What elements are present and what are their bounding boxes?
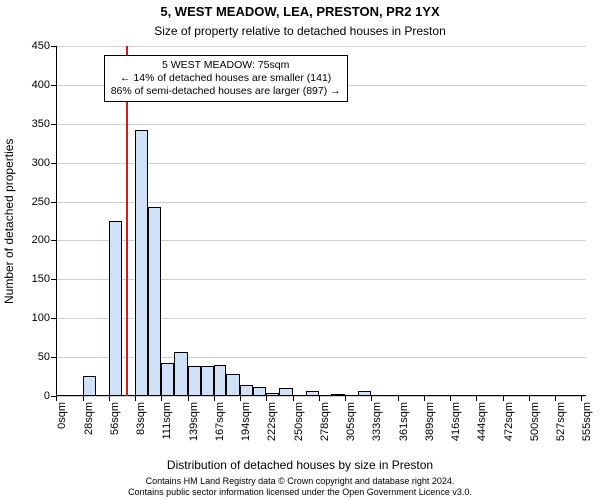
x-tick-mark — [450, 396, 451, 401]
y-tick-label: 200 — [32, 234, 56, 246]
histogram-bar — [174, 352, 187, 396]
x-tick-mark — [83, 396, 84, 401]
histogram-bar — [201, 366, 214, 396]
histogram-bar — [214, 365, 226, 396]
x-tick-label: 305sqm — [345, 402, 357, 441]
y-tick-label: 450 — [32, 40, 56, 52]
x-tick-mark — [319, 396, 320, 401]
y-tick-label: 400 — [32, 79, 56, 91]
x-tick-label: 28sqm — [83, 402, 95, 435]
x-tick-label: 444sqm — [476, 402, 488, 441]
x-tick-mark — [476, 396, 477, 401]
y-tick-label: 0 — [44, 390, 56, 402]
annotation-box: 5 WEST MEADOW: 75sqm← 14% of detached ho… — [104, 55, 348, 102]
x-tick-mark — [109, 396, 110, 401]
annotation-line: 86% of semi-detached houses are larger (… — [111, 85, 341, 98]
x-tick-mark — [398, 396, 399, 401]
plot-area: 0501001502002503003504004500sqm28sqm56sq… — [56, 46, 586, 396]
histogram-bar — [148, 207, 161, 396]
x-tick-label: 194sqm — [240, 402, 252, 441]
x-tick-mark — [371, 396, 372, 401]
x-tick-mark — [293, 396, 294, 401]
y-tick-label: 100 — [32, 312, 56, 324]
y-tick-label: 300 — [32, 157, 56, 169]
y-axis-line — [56, 46, 57, 396]
x-tick-label: 472sqm — [503, 402, 515, 441]
x-tick-mark — [555, 396, 556, 401]
x-tick-label: 0sqm — [56, 402, 68, 429]
annotation-line: ← 14% of detached houses are smaller (14… — [111, 72, 341, 85]
y-tick-label: 50 — [38, 351, 56, 363]
chart-container: 5, WEST MEADOW, LEA, PRESTON, PR2 1YX Si… — [0, 0, 600, 500]
y-tick-label: 250 — [32, 196, 56, 208]
x-tick-mark — [345, 396, 346, 401]
x-axis-label: Distribution of detached houses by size … — [0, 458, 600, 472]
x-tick-label: 389sqm — [424, 402, 436, 441]
x-tick-label: 167sqm — [214, 402, 226, 441]
x-tick-label: 111sqm — [161, 402, 173, 440]
x-tick-label: 278sqm — [319, 402, 331, 441]
histogram-bar — [188, 366, 201, 396]
y-axis-label: Number of detached properties — [2, 138, 16, 303]
y-tick-label: 150 — [32, 273, 56, 285]
x-tick-mark — [581, 396, 582, 401]
footer-attribution: Contains HM Land Registry data © Crown c… — [0, 476, 600, 498]
histogram-bar — [83, 376, 96, 396]
x-tick-mark — [56, 396, 57, 401]
x-tick-label: 139sqm — [188, 402, 200, 441]
x-axis-line — [56, 395, 586, 396]
x-tick-label: 500sqm — [529, 402, 541, 441]
histogram-bar — [135, 130, 148, 396]
x-tick-label: 83sqm — [135, 402, 147, 435]
histogram-bar — [226, 374, 239, 396]
histogram-bar — [109, 221, 122, 396]
annotation-line: 5 WEST MEADOW: 75sqm — [111, 59, 341, 72]
histogram-bar — [161, 363, 174, 396]
x-tick-mark — [135, 396, 136, 401]
x-tick-label: 56sqm — [109, 402, 121, 435]
x-tick-mark — [266, 396, 267, 401]
x-tick-mark — [188, 396, 189, 401]
x-tick-mark — [240, 396, 241, 401]
x-tick-label: 416sqm — [450, 402, 462, 441]
x-tick-label: 222sqm — [266, 402, 278, 441]
y-tick-label: 350 — [32, 118, 56, 130]
x-tick-mark — [424, 396, 425, 401]
x-tick-label: 250sqm — [293, 402, 305, 441]
grid-line — [56, 124, 586, 125]
x-tick-mark — [529, 396, 530, 401]
chart-title: 5, WEST MEADOW, LEA, PRESTON, PR2 1YX — [0, 4, 600, 19]
x-tick-label: 555sqm — [581, 402, 593, 441]
footer-line-2: Contains public sector information licen… — [0, 487, 600, 498]
x-tick-mark — [214, 396, 215, 401]
x-tick-mark — [161, 396, 162, 401]
x-tick-label: 361sqm — [398, 402, 410, 441]
x-tick-label: 333sqm — [371, 402, 383, 441]
grid-line — [56, 46, 586, 47]
x-tick-label: 527sqm — [555, 402, 567, 441]
chart-subtitle: Size of property relative to detached ho… — [0, 24, 600, 38]
x-tick-mark — [503, 396, 504, 401]
footer-line-1: Contains HM Land Registry data © Crown c… — [0, 476, 600, 487]
